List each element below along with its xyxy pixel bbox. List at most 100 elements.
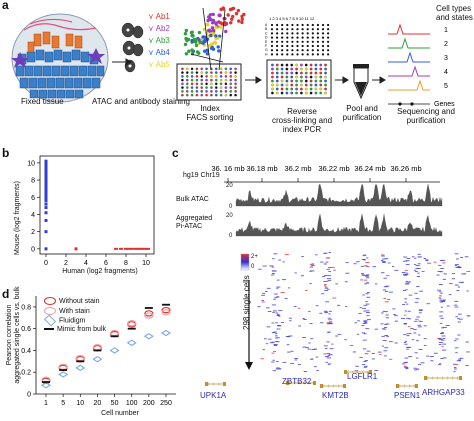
data-point [44, 197, 48, 201]
facs-scatter-cloud [183, 6, 246, 63]
heatmap-cell [457, 286, 460, 288]
facs-cell-dot [198, 40, 203, 45]
heatmap-cell [274, 296, 279, 298]
facs-plate-well [224, 82, 228, 86]
data-point [44, 176, 48, 180]
index-well [311, 40, 314, 43]
index-well [296, 49, 299, 52]
index-well [321, 40, 325, 43]
facs-plate-well [219, 86, 223, 89]
cell-type-number: 1 [444, 27, 448, 34]
pcr-plate-well [304, 67, 308, 71]
heatmap-cell [294, 272, 297, 274]
panel-c-letter: c [172, 146, 179, 160]
index-well [311, 53, 314, 56]
heatmap-cell [402, 304, 406, 306]
heatmap-cell [404, 298, 408, 300]
facs-plate-well [200, 86, 204, 89]
heatmap-cell [456, 290, 460, 291]
gene-strand-arrow [308, 381, 311, 385]
heatmap-cell [288, 335, 293, 337]
index-well [291, 32, 294, 35]
facs-cell-dot [217, 49, 221, 53]
index-well [286, 44, 289, 48]
gene-strand-arrow [408, 384, 411, 388]
data-point [127, 320, 137, 327]
heatmap-cell [442, 262, 446, 264]
heatmap-cell [276, 314, 280, 316]
fixed-tissue-illustration [11, 13, 109, 103]
antibody-label: Ab2 [155, 24, 170, 33]
heatmap-cell [366, 319, 371, 321]
facs-cell-dot [209, 17, 213, 22]
heatmap-cell [326, 268, 330, 270]
heatmap-cell [275, 335, 278, 337]
data-point [44, 194, 48, 198]
y-tick-label: 2 [31, 229, 35, 236]
facs-plate-well [195, 75, 199, 78]
facs-plate-well [219, 71, 223, 74]
pcr-plate-well [304, 83, 308, 87]
facs-plate-well [214, 75, 218, 78]
antibody-list: ⋎ Ab1 ⋎ Ab2 ⋎ Ab3 ⋎ Ab4 ⋎ Ab5 [148, 12, 184, 69]
facs-cell-dot [194, 43, 199, 48]
heatmap-cell [405, 367, 409, 369]
data-point [44, 190, 48, 194]
data-point [160, 329, 172, 337]
pcr-plate-well [285, 91, 289, 95]
heatmap-cell [439, 315, 443, 317]
facs-plate-well [229, 67, 233, 71]
heatmap-cell [433, 352, 438, 354]
heatmap-cell [381, 312, 384, 314]
cell-type-trace [388, 37, 430, 49]
heatmap-cell [332, 267, 335, 269]
facs-cell-dot [231, 14, 235, 19]
heatmap-cell [442, 343, 447, 345]
pcr-plate-well [295, 67, 298, 71]
data-point [58, 371, 69, 378]
heatmap-cell [298, 325, 302, 327]
heatmap-cell [442, 357, 447, 359]
heatmap-cell [423, 325, 427, 327]
pcr-plate-well [271, 63, 274, 67]
heatmap-cell [275, 312, 279, 314]
heatmap-cell [445, 324, 450, 326]
heatmap-cell [301, 256, 304, 257]
facs-plate-well [200, 82, 204, 86]
data-point [44, 175, 48, 179]
heatmap-cell [303, 371, 308, 372]
facs-plate-well [229, 86, 233, 89]
index-well [301, 28, 304, 31]
index-well [321, 36, 325, 39]
pcr-plate-well [309, 63, 313, 67]
heatmap-cell [401, 272, 406, 273]
facs-cell-dot [187, 49, 191, 53]
heatmap-cell [294, 358, 299, 359]
heatmap-cell [271, 361, 275, 363]
heatmap-cell [272, 370, 277, 372]
legend-item: With stain [44, 306, 106, 316]
heatmap-cell [384, 258, 389, 260]
facs-cell-dot [189, 30, 194, 35]
x-tick-label: 5 [61, 400, 65, 407]
heatmap-cell [344, 281, 348, 283]
index-well [281, 49, 284, 52]
heatmap-cell [414, 292, 418, 294]
heatmap-cell [413, 264, 417, 266]
gene-label-zbtb32: ZBTB32 [282, 377, 312, 386]
facs-cell-dot [211, 12, 215, 17]
index-well [276, 53, 279, 56]
heatmap-cell [366, 274, 370, 276]
track-ymin-bulk: 0 [229, 204, 233, 210]
index-well [296, 32, 299, 35]
pcr-plate-well [295, 79, 298, 83]
heatmap-cell [408, 356, 413, 358]
heatmap-cell [324, 290, 328, 291]
heatmap-cell [418, 309, 423, 311]
heatmap-cell [363, 310, 366, 312]
pcr-plate-well [304, 91, 308, 95]
heatmap-cell [437, 271, 442, 272]
heatmap-cell [366, 277, 370, 279]
index-well [327, 28, 330, 31]
